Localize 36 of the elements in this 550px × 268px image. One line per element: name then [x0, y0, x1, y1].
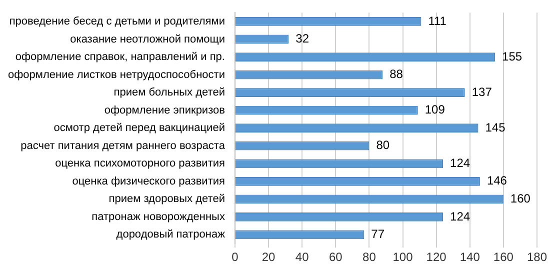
x-tick-label: 100 — [392, 250, 414, 264]
y-tick-label: патронаж новорожденных — [92, 210, 226, 223]
y-tick-label: осмотр детей перед вакцинацией — [54, 122, 225, 134]
x-tick-label: 120 — [426, 250, 447, 264]
data-label: 111 — [428, 14, 447, 28]
y-tick-label: оформление справок, направлений и пр. — [15, 51, 225, 64]
data-label: 109 — [424, 102, 446, 117]
x-tick-label: 0 — [232, 250, 239, 264]
data-label: 146 — [486, 174, 508, 188]
x-tick-label: 140 — [460, 250, 480, 264]
x-tick-label: 80 — [362, 250, 376, 264]
data-label: 32 — [296, 32, 310, 46]
data-label: 88 — [390, 67, 404, 82]
x-tick-label: 160 — [493, 250, 514, 264]
y-tick-label: прием больных детей — [114, 86, 225, 99]
data-label: 124 — [450, 209, 470, 224]
x-tick-label: 60 — [328, 250, 343, 264]
y-tick-label: оценка психомоторного развития — [55, 158, 226, 170]
y-tick-label: проведение бесед с детьми и родителями — [9, 16, 225, 28]
x-tick-label: 20 — [262, 250, 276, 264]
data-label: 145 — [485, 120, 506, 134]
data-label: 77 — [371, 227, 385, 242]
y-tick-label: прием здоровых детей — [108, 193, 225, 206]
data-label: 155 — [502, 49, 522, 64]
y-tick-label: дородовый патронаж — [116, 228, 226, 241]
x-tick-label: 180 — [526, 250, 548, 264]
data-label: 124 — [450, 156, 470, 170]
y-tick-label: оформление эпикризов — [104, 104, 226, 116]
data-label: 160 — [510, 191, 531, 206]
data-label: 137 — [472, 84, 492, 99]
y-tick-label: оформление листков нетрудоспособности — [8, 68, 225, 81]
x-tick-label: 40 — [295, 250, 310, 264]
y-tick-label: оказание неотложной помощи — [70, 33, 225, 46]
y-tick-label: оценка физического развития — [72, 175, 226, 188]
y-tick-label: расчет питания детям раннего возраста — [20, 140, 226, 152]
data-label: 80 — [376, 138, 390, 152]
